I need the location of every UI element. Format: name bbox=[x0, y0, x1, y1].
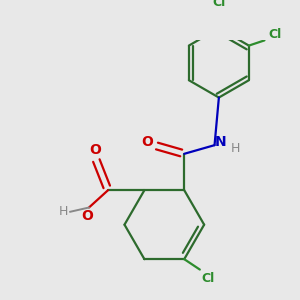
Text: N: N bbox=[215, 135, 226, 149]
Text: Cl: Cl bbox=[202, 272, 215, 285]
Text: O: O bbox=[141, 135, 153, 149]
Text: Cl: Cl bbox=[212, 0, 226, 9]
Text: H: H bbox=[231, 142, 240, 155]
Text: H: H bbox=[58, 205, 68, 218]
Text: O: O bbox=[89, 143, 101, 158]
Text: Cl: Cl bbox=[268, 28, 281, 41]
Text: O: O bbox=[81, 209, 93, 223]
